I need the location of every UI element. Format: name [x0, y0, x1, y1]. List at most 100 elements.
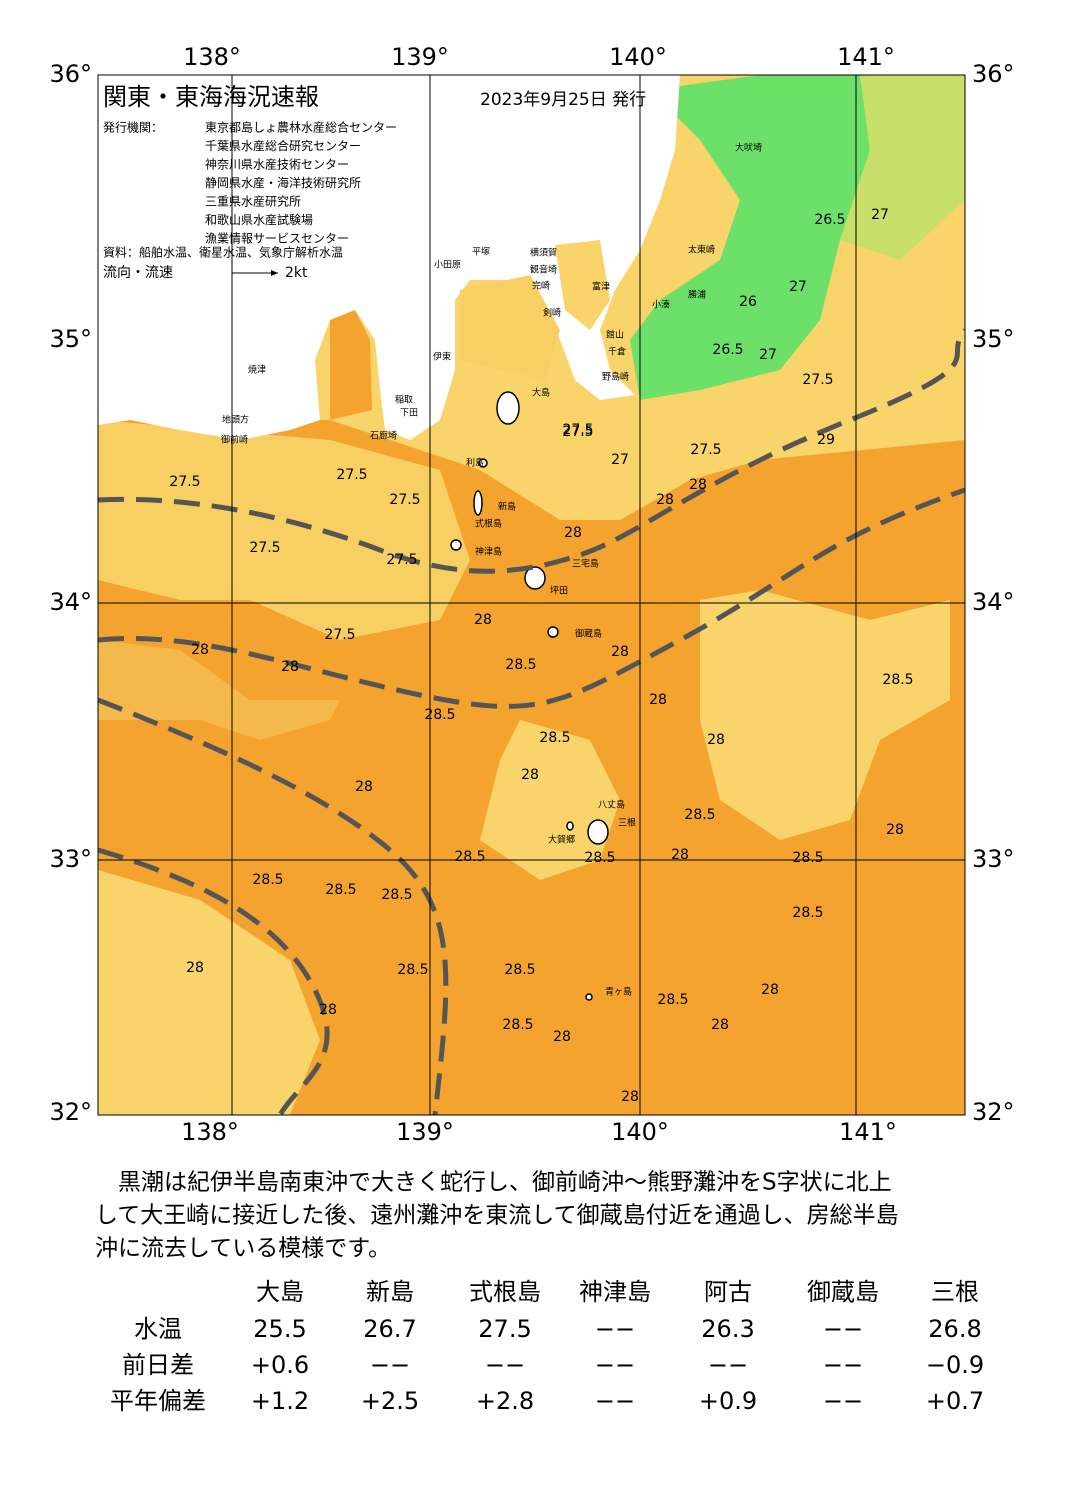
contour-label: 28 [474, 612, 492, 628]
contour-label: 28 [761, 982, 779, 998]
contour-label: 28.5 [397, 962, 428, 978]
map-title: 関東・東海海況速報 [103, 83, 319, 111]
summary-line: して大王崎に接近した後、遠州灘沖を東流して御蔵島付近を通過し、房総半島 [95, 1203, 899, 1229]
table-cell: 26.7 [363, 1315, 416, 1343]
row-label: 水温 [134, 1315, 182, 1343]
place-name: 大島 [532, 387, 550, 399]
cool-water [700, 590, 950, 840]
lon-label: 140° [609, 43, 667, 71]
place-name: 太東崎 [688, 244, 715, 256]
contour-label: 28 [186, 960, 204, 976]
column-header: 大島 [256, 1278, 304, 1306]
table-cell: −− [595, 1387, 635, 1415]
contour-label: 28.5 [325, 882, 356, 898]
bay [555, 240, 610, 330]
contour-label: 27.5 [169, 474, 200, 490]
contour-label: 28 [689, 477, 707, 493]
contour-label: 27.5 [802, 372, 833, 388]
place-name: 式根島 [475, 518, 502, 530]
map-frame [97, 74, 966, 1116]
place-name: 下田 [400, 408, 418, 419]
place-name: 勝浦 [688, 289, 706, 301]
issuer: 和歌山県水産試験場 [205, 212, 313, 227]
contour-label: 28.5 [505, 657, 536, 673]
column-header: 阿古 [704, 1278, 752, 1306]
contour-label: 28.5 [381, 887, 412, 903]
place-name: 稲取 [395, 394, 413, 406]
table-cell: 27.5 [478, 1315, 531, 1343]
place-name: 御前崎 [221, 434, 248, 446]
contour-label: 27 [789, 279, 807, 295]
lat-label: 33° [972, 845, 1015, 873]
place-name: 小田原 [434, 260, 461, 271]
table-cell: −− [823, 1387, 863, 1415]
table-cell: +0.7 [926, 1387, 984, 1415]
lon-label: 141° [837, 43, 895, 71]
contour-label: 27 [759, 347, 777, 363]
place-name: 新島 [498, 501, 516, 513]
table-cell: −− [708, 1351, 748, 1379]
contour-label: 28.5 [252, 872, 283, 888]
kuroshio-paths [98, 328, 965, 1115]
contour-label: 28 [711, 1017, 729, 1033]
lat-label: 33° [49, 845, 92, 873]
contour-label: 28.5 [454, 849, 485, 865]
islands [450, 391, 609, 1001]
contour-label: 28.5 [657, 992, 688, 1008]
column-header: 三根 [931, 1278, 979, 1306]
contour-label: 28.5 [792, 850, 823, 866]
cold-water [630, 75, 870, 400]
contour-label: 28.5 [584, 850, 615, 866]
lat-label: 32° [972, 1098, 1015, 1126]
legend-label: 流向・流速 [103, 265, 173, 281]
row-label: 前日差 [122, 1351, 194, 1379]
place-name: 青ヶ島 [605, 986, 632, 998]
contour-label: 28.5 [882, 672, 913, 688]
contour-label: 27.5 [562, 424, 593, 440]
contour-label: 28 [707, 732, 725, 748]
land [98, 75, 680, 440]
table-cell: −− [823, 1351, 863, 1379]
place-name: 利島 [466, 457, 484, 469]
contour-label: 28.5 [504, 962, 535, 978]
contour-label: 28 [621, 1089, 639, 1105]
summary-line: 黒潮は紀伊半島南東沖で大きく蛇行し、御前崎沖～熊野灘沖をS字状に北上 [95, 1170, 892, 1196]
contour-label: 29 [817, 432, 835, 448]
lat-label: 36° [49, 60, 92, 88]
place-name: 坪田 [550, 586, 568, 597]
table-cell: 26.8 [928, 1315, 981, 1343]
place-name: 富津 [592, 281, 610, 293]
contour-label: 28.5 [684, 807, 715, 823]
lat-label: 34° [972, 588, 1015, 616]
contour-label: 28 [319, 1002, 337, 1018]
mid-water [98, 640, 340, 740]
place-name: 千倉 [608, 346, 626, 358]
place-name: 神津島 [475, 546, 502, 558]
column-header: 式根島 [469, 1278, 541, 1306]
table-cell: −− [823, 1315, 863, 1343]
place-name: 横須賀 [530, 247, 557, 259]
contour-label: 28.5 [792, 905, 823, 921]
table-cell: +2.5 [361, 1387, 419, 1415]
contour-label: 26 [739, 294, 757, 310]
place-name: 完崎 [532, 280, 550, 292]
issuer: 漁業情報サービスセンター [205, 232, 349, 246]
bay [330, 310, 372, 420]
issuer: 静岡県水産・海洋技術研究所 [205, 175, 361, 190]
contour-label: 28.5 [539, 730, 570, 746]
place-name: 伊東 [433, 351, 451, 363]
legend-arrowhead [271, 270, 278, 276]
table-cell: −0.9 [926, 1351, 984, 1379]
table-cell: +1.2 [251, 1387, 309, 1415]
bay [460, 275, 560, 380]
issuer: 三重県水産研究所 [205, 194, 301, 209]
place-name: 三宅島 [572, 558, 599, 570]
lon-label: 138° [181, 1118, 239, 1146]
lat-label: 34° [49, 588, 92, 616]
contour-label: 28.5 [502, 1017, 533, 1033]
place-name: 御蔵島 [575, 628, 602, 640]
contour-label: 28 [886, 822, 904, 838]
contour-label: 28.5 [424, 707, 455, 723]
place-name: 地頭方 [222, 414, 249, 426]
